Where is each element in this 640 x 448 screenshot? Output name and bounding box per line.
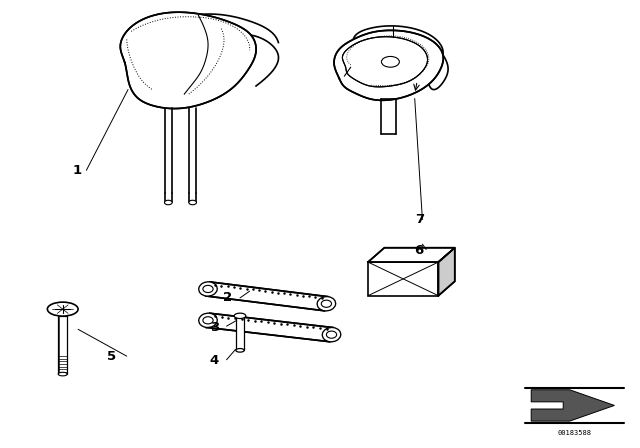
Ellipse shape: [58, 372, 67, 376]
Ellipse shape: [381, 56, 399, 67]
Circle shape: [321, 300, 332, 307]
Polygon shape: [206, 313, 333, 342]
Ellipse shape: [317, 297, 335, 311]
Text: 6: 6: [415, 244, 424, 258]
Circle shape: [203, 317, 213, 324]
Text: 4: 4: [210, 354, 219, 367]
Bar: [58, 316, 67, 374]
Ellipse shape: [47, 302, 78, 316]
Polygon shape: [368, 248, 455, 262]
Circle shape: [326, 331, 337, 338]
Bar: [236, 316, 244, 350]
Ellipse shape: [234, 313, 246, 319]
Text: 00183588: 00183588: [557, 430, 591, 436]
Ellipse shape: [323, 327, 340, 342]
Ellipse shape: [199, 313, 217, 327]
Ellipse shape: [199, 282, 217, 296]
Polygon shape: [206, 282, 328, 311]
Text: 1: 1: [72, 164, 81, 177]
Ellipse shape: [189, 200, 196, 205]
Circle shape: [203, 285, 213, 293]
Text: 2: 2: [223, 291, 232, 305]
Polygon shape: [531, 390, 614, 421]
Text: 7: 7: [415, 213, 424, 226]
Text: 5: 5: [108, 349, 116, 363]
Polygon shape: [342, 37, 428, 87]
Ellipse shape: [164, 200, 172, 205]
Polygon shape: [438, 248, 455, 296]
Polygon shape: [120, 12, 256, 108]
Text: 3: 3: [210, 320, 219, 334]
Polygon shape: [334, 30, 444, 100]
Bar: [368, 262, 438, 296]
Ellipse shape: [236, 349, 244, 352]
